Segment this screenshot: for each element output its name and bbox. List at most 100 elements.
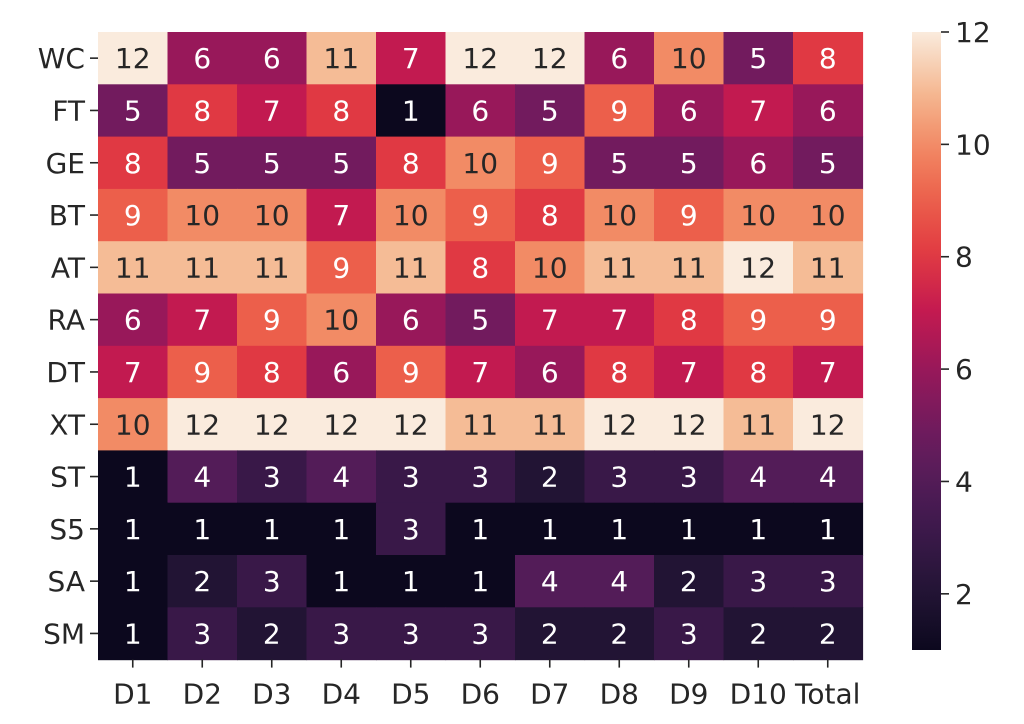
column-label: Total: [794, 678, 860, 711]
heatmap-cell: [98, 450, 169, 504]
heatmap-cell: [376, 32, 447, 85]
column-label: D4: [322, 678, 361, 711]
heatmap-cell: [793, 450, 864, 504]
cell-value-label: 5: [124, 94, 142, 127]
cell-value-label: 3: [332, 617, 350, 650]
heatmap-cell: [793, 398, 864, 451]
cell-value-label: 3: [263, 461, 281, 494]
cell-value-label: 1: [332, 513, 350, 546]
heatmap-cell: [654, 398, 725, 451]
heatmap-cell: [306, 84, 377, 138]
cell-value-label: 8: [541, 199, 559, 232]
cell-value-label: 12: [115, 42, 151, 75]
row-label: GE: [46, 147, 85, 180]
cell-value-label: 5: [610, 147, 628, 180]
heatmap-cell: [445, 345, 516, 399]
heatmap-cell: [584, 607, 655, 661]
heatmap-cell: [306, 188, 377, 242]
cell-value-label: 3: [471, 617, 489, 650]
heatmap-cell: [98, 607, 169, 661]
heatmap-cell: [98, 293, 169, 347]
cell-value-label: 2: [819, 617, 837, 650]
heatmap-cell: [654, 293, 725, 347]
row-label: SM: [43, 617, 85, 650]
heatmap-cell: [584, 241, 655, 295]
cell-value-label: 1: [332, 565, 350, 598]
heatmap-cell: [98, 345, 169, 399]
heatmap-cell: [723, 450, 794, 504]
cell-value-label: 8: [402, 147, 420, 180]
cell-value-label: 7: [332, 199, 350, 232]
cell-value-label: 1: [402, 565, 420, 598]
cell-value-label: 6: [819, 94, 837, 127]
cell-value-label: 2: [193, 565, 211, 598]
cell-value-label: 7: [680, 356, 698, 389]
heatmap-cell: [167, 241, 238, 295]
cell-value-label: 1: [124, 461, 142, 494]
cell-value-label: 6: [263, 42, 281, 75]
heatmap-cell: [167, 450, 238, 504]
cell-value-label: 12: [671, 408, 707, 441]
cell-value-label: 3: [193, 617, 211, 650]
cell-value-label: 10: [115, 408, 151, 441]
column-label: D8: [600, 678, 639, 711]
cell-value-label: 11: [184, 251, 220, 284]
cell-value-label: 5: [332, 147, 350, 180]
cell-value-label: 4: [193, 461, 211, 494]
heatmap-cell: [584, 293, 655, 347]
cell-value-label: 9: [541, 147, 559, 180]
cell-value-label: 1: [541, 513, 559, 546]
cell-value-label: 7: [471, 356, 489, 389]
heatmap-cell: [306, 293, 377, 347]
colorbar-gradient: [912, 32, 941, 650]
heatmap-cell: [515, 188, 586, 242]
heatmap-cell: [376, 293, 447, 347]
cell-value-label: 8: [263, 356, 281, 389]
heatmap-cell: [445, 32, 516, 85]
heatmap-cell: [306, 136, 377, 190]
column-label: D10: [730, 678, 787, 711]
cell-value-label: 5: [541, 94, 559, 127]
heatmap-cell: [167, 502, 238, 556]
heatmap-cell: [723, 241, 794, 295]
heatmap-cell: [167, 136, 238, 190]
cell-value-label: 5: [749, 42, 767, 75]
heatmap-cell: [98, 398, 169, 451]
cell-value-label: 9: [749, 304, 767, 337]
heatmap-cell: [237, 32, 308, 85]
heatmap-cell: [723, 555, 794, 608]
cell-value-label: 3: [402, 513, 420, 546]
heatmap-cell: [515, 136, 586, 190]
heatmap-cell: [793, 502, 864, 556]
row-label: WC: [38, 42, 85, 75]
cell-value-label: 9: [263, 304, 281, 337]
cell-value-label: 1: [124, 617, 142, 650]
cell-value-label: 6: [541, 356, 559, 389]
cell-value-label: 11: [115, 251, 151, 284]
cell-value-label: 11: [671, 251, 707, 284]
colorbar-ticks: 2 4 6 8 10 12: [941, 16, 991, 611]
cell-value-label: 11: [393, 251, 429, 284]
cell-value-label: 12: [810, 408, 846, 441]
cell-value-label: 10: [184, 199, 220, 232]
cell-value-label: 11: [532, 408, 568, 441]
heatmap-cell: [584, 555, 655, 608]
cell-value-label: 12: [254, 408, 290, 441]
heatmap-cell: [723, 502, 794, 556]
heatmap-cell: [515, 293, 586, 347]
colorbar-tick-label: 4: [955, 465, 973, 498]
cell-value-label: 7: [402, 42, 420, 75]
cell-value-label: 6: [680, 94, 698, 127]
heatmap-cell: [515, 450, 586, 504]
cell-value-label: 8: [680, 304, 698, 337]
heatmap-cell: [98, 32, 169, 85]
cell-value-label: 3: [263, 565, 281, 598]
cell-value-label: 3: [680, 461, 698, 494]
row-label: XT: [49, 408, 86, 441]
cell-value-label: 11: [740, 408, 776, 441]
heatmap-cell: [376, 84, 447, 138]
heatmap-cell: [723, 136, 794, 190]
heatmap-cell: [654, 450, 725, 504]
cell-value-label: 7: [263, 94, 281, 127]
